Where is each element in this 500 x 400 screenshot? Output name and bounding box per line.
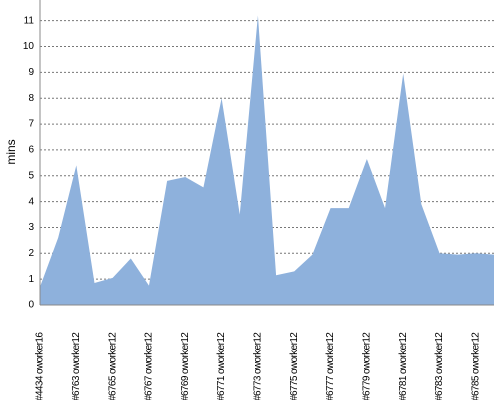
x-tick-label: #6773 oworker12 (253, 332, 264, 400)
y-tick-label: 8 (28, 93, 34, 104)
x-tick-label: #6781 oworker12 (398, 332, 409, 400)
area (40, 15, 494, 305)
y-tick-label: 11 (24, 15, 35, 26)
y-tick-label: 6 (28, 145, 34, 156)
y-tick-label: 10 (23, 41, 35, 52)
x-tick-label: #6775 oworker12 (289, 332, 300, 400)
y-tick-label: 7 (28, 119, 34, 130)
x-tick-label: #6767 oworker12 (144, 332, 155, 400)
x-tick-label: #6779 oworker12 (362, 332, 373, 400)
y-tick-label: 3 (28, 222, 34, 233)
x-tick-label: #6771 oworker12 (216, 332, 227, 400)
x-tick-label: #6785 oworker12 (470, 332, 481, 400)
y-axis-label: mins (4, 139, 18, 164)
y-tick-label: 2 (28, 248, 34, 259)
x-tick-label: #6777 oworker12 (325, 332, 336, 400)
x-tick-label: #6769 oworker12 (180, 332, 191, 400)
y-tick-label: 0 (28, 300, 34, 311)
y-tick-label: 1 (28, 274, 34, 285)
x-tick-label: #6763 oworker12 (71, 332, 82, 400)
x-tick-label: #6783 oworker12 (434, 332, 445, 400)
y-tick-label: 4 (28, 196, 34, 207)
x-tick-label: #4434 oworker16 (35, 332, 46, 400)
x-tick-label: #6765 oworker12 (107, 332, 118, 400)
y-tick-label: 5 (28, 170, 34, 181)
y-tick-label: 9 (28, 67, 34, 78)
